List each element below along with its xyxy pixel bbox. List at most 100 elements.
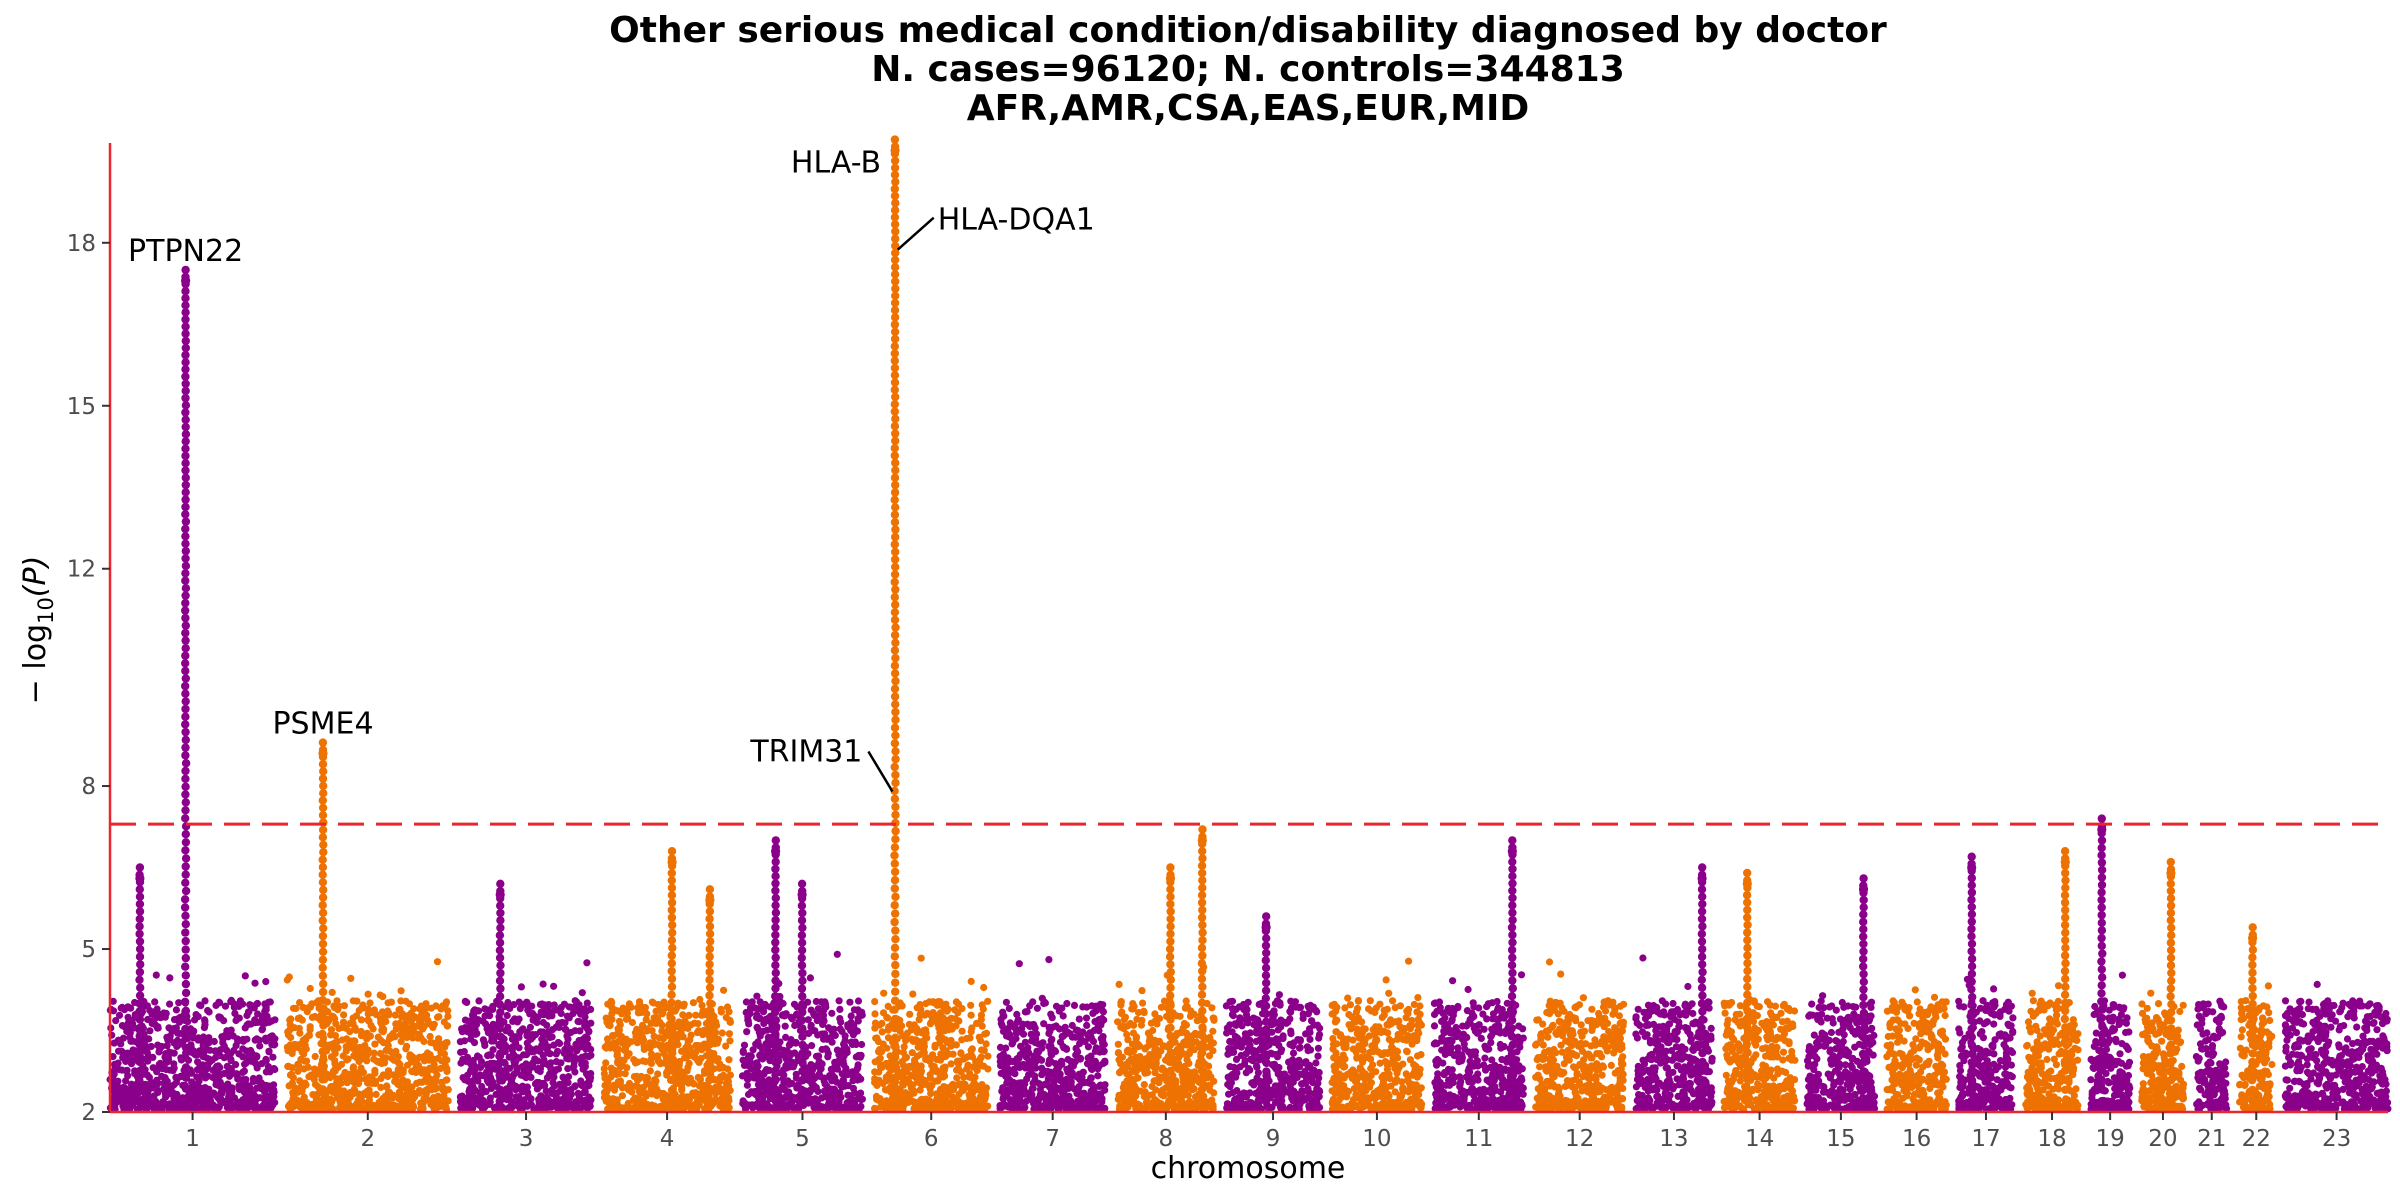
- data-point: [225, 1089, 234, 1097]
- peak-point: [890, 422, 900, 431]
- data-point: [191, 1016, 199, 1024]
- data-point: [503, 1011, 511, 1020]
- peak-point: [318, 939, 328, 949]
- data-point: [651, 1102, 659, 1110]
- data-point: [398, 1013, 406, 1021]
- data-point: [685, 1011, 693, 1020]
- data-point: [759, 1104, 768, 1112]
- data-point: [928, 1062, 936, 1070]
- data-point: [955, 1017, 963, 1025]
- peak-point: [135, 1015, 145, 1024]
- peak-point: [135, 1048, 144, 1058]
- peak-point: [705, 914, 714, 923]
- data-point: [1025, 1089, 1033, 1097]
- peak-point: [771, 1024, 781, 1033]
- peak-point: [318, 1075, 327, 1084]
- data-point: [560, 1086, 569, 1094]
- data-point: [144, 1015, 152, 1024]
- peak-point: [181, 1015, 190, 1025]
- peak-point: [181, 1024, 190, 1034]
- data-point: [882, 1086, 891, 1094]
- data-point: [489, 1005, 497, 1014]
- data-point: [871, 1068, 879, 1076]
- data-point: [723, 1003, 732, 1011]
- data-point: [718, 1029, 726, 1037]
- data-point: [1033, 1004, 1041, 1012]
- data-point: [940, 1066, 949, 1074]
- data-point: [370, 1049, 378, 1057]
- peak-point: [771, 961, 780, 970]
- data-point: [125, 1016, 133, 1024]
- data-point: [267, 1033, 275, 1041]
- data-point: [542, 1101, 550, 1109]
- peak-point: [890, 762, 899, 772]
- data-point: [198, 1071, 206, 1079]
- data-point: [647, 1050, 656, 1058]
- data-point: [122, 1077, 130, 1085]
- peak-point: [181, 971, 190, 980]
- data-point: [147, 1042, 155, 1051]
- peak-point: [181, 1073, 191, 1083]
- data-point: [311, 1052, 319, 1061]
- data-point: [557, 1059, 565, 1067]
- data-point: [1034, 1055, 1042, 1063]
- data-point: [657, 1090, 666, 1098]
- data-point: [843, 1045, 851, 1053]
- data-point: [650, 1087, 658, 1095]
- peak-point: [318, 1096, 328, 1106]
- peak-point: [890, 739, 900, 748]
- peak-point: [890, 263, 900, 272]
- peak-point: [667, 990, 676, 999]
- data-point: [806, 974, 815, 982]
- peak-point: [891, 600, 900, 609]
- peak-point: [798, 1032, 807, 1041]
- data-point: [574, 1104, 582, 1112]
- data-point: [303, 1008, 311, 1016]
- data-point: [753, 1013, 761, 1022]
- data-point: [781, 1022, 789, 1030]
- data-point: [1006, 1019, 1014, 1027]
- peak-point: [496, 1049, 505, 1058]
- data-point: [364, 1016, 372, 1024]
- data-point: [1063, 999, 1071, 1008]
- data-point: [1052, 1002, 1061, 1010]
- data-point: [154, 1041, 162, 1049]
- peak-point: [181, 336, 190, 346]
- data-point: [622, 1015, 631, 1023]
- data-point: [286, 1071, 295, 1079]
- data-point: [240, 1067, 248, 1075]
- data-point: [190, 1100, 198, 1108]
- peak-point: [181, 444, 190, 453]
- data-point: [302, 1034, 310, 1042]
- data-point: [533, 1085, 542, 1093]
- data-point: [249, 1101, 257, 1109]
- data-point: [723, 1076, 732, 1084]
- data-point: [880, 1101, 888, 1109]
- data-point: [296, 999, 304, 1007]
- peak-point: [318, 803, 328, 812]
- data-point: [431, 1066, 439, 1074]
- peak-point: [318, 855, 327, 864]
- peak-point: [705, 967, 714, 977]
- peak-point: [797, 879, 807, 888]
- data-point: [239, 1096, 247, 1104]
- peak-point: [496, 1076, 505, 1085]
- data-point: [256, 1042, 264, 1050]
- data-point: [258, 1026, 266, 1034]
- data-point: [873, 1081, 881, 1089]
- peak-point: [181, 517, 191, 526]
- data-point: [418, 1011, 426, 1019]
- peak-point: [496, 879, 505, 888]
- data-point: [603, 1088, 611, 1096]
- data-point: [347, 1037, 355, 1045]
- data-point: [202, 1066, 210, 1074]
- data-point: [680, 1000, 688, 1008]
- data-point: [687, 1021, 695, 1029]
- data-point: [1069, 1102, 1077, 1110]
- data-point: [457, 1059, 465, 1067]
- data-point: [613, 1052, 621, 1060]
- peak-point: [180, 997, 190, 1006]
- data-point: [403, 1078, 411, 1086]
- peak-point: [890, 943, 900, 952]
- data-point: [540, 1002, 548, 1010]
